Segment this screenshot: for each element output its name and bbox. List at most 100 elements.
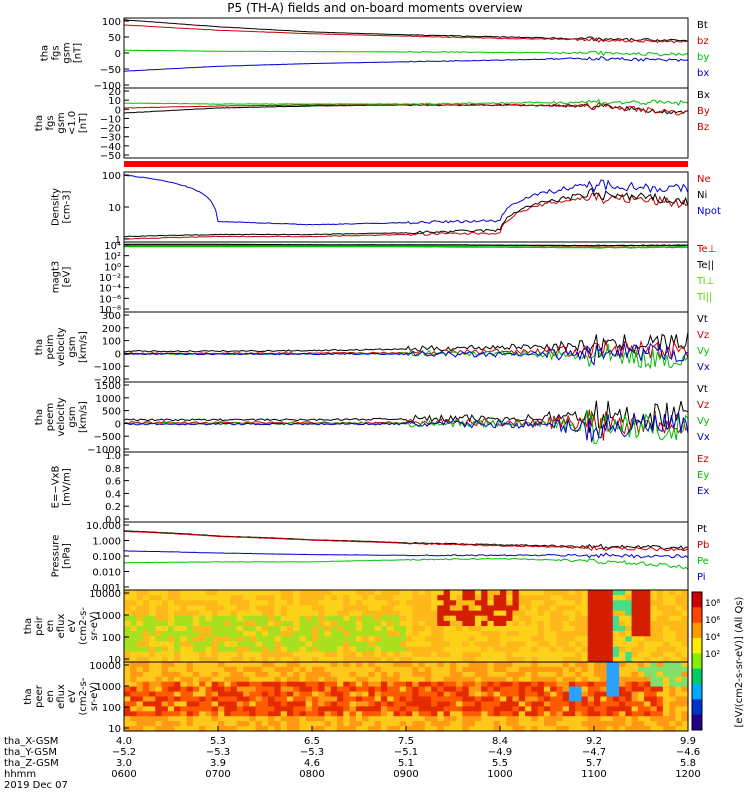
- heatmap-cell: [305, 696, 313, 702]
- heatmap-cell: [481, 701, 489, 707]
- y-tick-label: 100: [102, 171, 121, 182]
- heatmap-cell: [380, 711, 388, 717]
- heatmap-cell: [205, 651, 213, 658]
- heatmap-cell: [512, 651, 520, 658]
- heatmap-cell: [474, 706, 482, 712]
- heatmap-cell: [443, 706, 451, 712]
- heatmap-cell: [161, 610, 169, 617]
- heatmap-cell: [399, 696, 407, 702]
- heatmap-cell: [211, 615, 219, 622]
- heatmap-cell: [525, 656, 532, 663]
- heatmap-cell: [606, 681, 614, 688]
- heatmap-cell: [431, 671, 438, 678]
- heatmap-cell: [130, 691, 138, 698]
- x-tick-label: 3.0: [116, 758, 132, 769]
- heatmap-cell: [224, 600, 232, 606]
- heatmap-cell: [349, 610, 357, 617]
- heatmap-cell: [286, 726, 294, 732]
- heatmap-cell: [437, 600, 445, 606]
- heatmap-cell: [330, 696, 338, 702]
- heatmap-cell: [349, 605, 357, 612]
- heatmap-cell: [355, 626, 363, 632]
- heatmap-cell: [205, 605, 213, 612]
- heatmap-cell: [525, 590, 532, 596]
- heatmap-cell: [594, 711, 601, 717]
- heatmap-cell: [575, 676, 583, 683]
- heatmap-cell: [180, 711, 188, 717]
- heatmap-cell: [468, 646, 476, 653]
- heatmap-cell: [487, 590, 495, 596]
- heatmap-cell: [537, 631, 545, 637]
- heatmap-cell: [518, 726, 526, 732]
- heatmap-cell: [500, 646, 507, 653]
- heatmap-cell: [318, 662, 326, 668]
- heatmap-cell: [318, 605, 326, 612]
- heatmap-cell: [393, 631, 401, 637]
- heatmap-cell: [324, 651, 332, 658]
- heatmap-cell: [249, 691, 257, 698]
- heatmap-cell: [387, 641, 395, 648]
- heatmap-cell: [199, 656, 207, 663]
- heatmap-cell: [493, 681, 501, 688]
- heatmap-cell: [500, 620, 507, 627]
- heatmap-cell: [462, 686, 470, 693]
- heatmap-cell: [374, 696, 382, 702]
- heatmap-cell: [142, 646, 150, 653]
- heatmap-cell: [380, 600, 388, 606]
- heatmap-cell: [418, 681, 426, 688]
- heatmap-cell: [362, 676, 369, 683]
- heatmap-cell: [412, 681, 420, 688]
- heatmap-cell: [518, 626, 526, 632]
- heatmap-cell: [205, 600, 213, 606]
- heatmap-cell: [406, 605, 413, 612]
- y-tick-label: 0: [115, 349, 121, 360]
- heatmap-cell: [468, 671, 476, 678]
- heatmap-cell: [374, 681, 382, 688]
- heatmap-cell: [619, 716, 626, 722]
- heatmap-cell: [124, 615, 131, 622]
- heatmap-cell: [224, 721, 232, 727]
- heatmap-cell: [644, 595, 651, 601]
- heatmap-cell: [600, 676, 608, 683]
- heatmap-cell: [562, 641, 570, 648]
- heatmap-cell: [675, 701, 683, 707]
- heatmap-cell: [192, 701, 200, 707]
- heatmap-cell: [224, 662, 232, 668]
- heatmap-cell: [174, 662, 181, 668]
- heatmap-cell: [161, 676, 169, 683]
- heatmap-cell: [656, 716, 664, 722]
- heatmap-cell: [330, 600, 338, 606]
- heatmap-cell: [493, 615, 501, 622]
- heatmap-cell: [349, 701, 357, 707]
- heatmap-cell: [180, 600, 188, 606]
- heatmap-cell: [343, 662, 351, 668]
- heatmap-cell: [456, 701, 463, 707]
- heatmap-cell: [443, 726, 451, 732]
- heatmap-cell: [199, 646, 207, 653]
- heatmap-cell: [299, 726, 307, 732]
- x-tick-label: −4.6: [676, 747, 700, 758]
- heatmap-cell: [456, 641, 463, 648]
- heatmap-cell: [600, 600, 608, 606]
- y-tick-label: 0.001: [92, 583, 121, 594]
- heatmap-cell: [280, 595, 288, 601]
- heatmap-cell: [261, 671, 269, 678]
- heatmap-cell: [274, 706, 282, 712]
- heatmap-cell: [136, 686, 144, 693]
- heatmap-cell: [186, 681, 194, 688]
- heatmap-cell: [280, 666, 288, 673]
- heatmap-cell: [205, 716, 213, 722]
- heatmap-cell: [286, 721, 294, 727]
- heatmap-cell: [424, 711, 432, 717]
- heatmap-cell: [606, 666, 614, 673]
- heatmap-cell: [587, 615, 595, 622]
- heatmap-cell: [205, 711, 213, 717]
- heatmap-cell: [525, 662, 532, 668]
- heatmap-cell: [380, 641, 388, 648]
- heatmap-cell: [493, 610, 501, 617]
- heatmap-cell: [493, 620, 501, 627]
- heatmap-cell: [606, 711, 614, 717]
- heatmap-cell: [531, 711, 539, 717]
- heatmap-cell: [575, 701, 583, 707]
- y-axis-label: sr-eV): [89, 611, 100, 640]
